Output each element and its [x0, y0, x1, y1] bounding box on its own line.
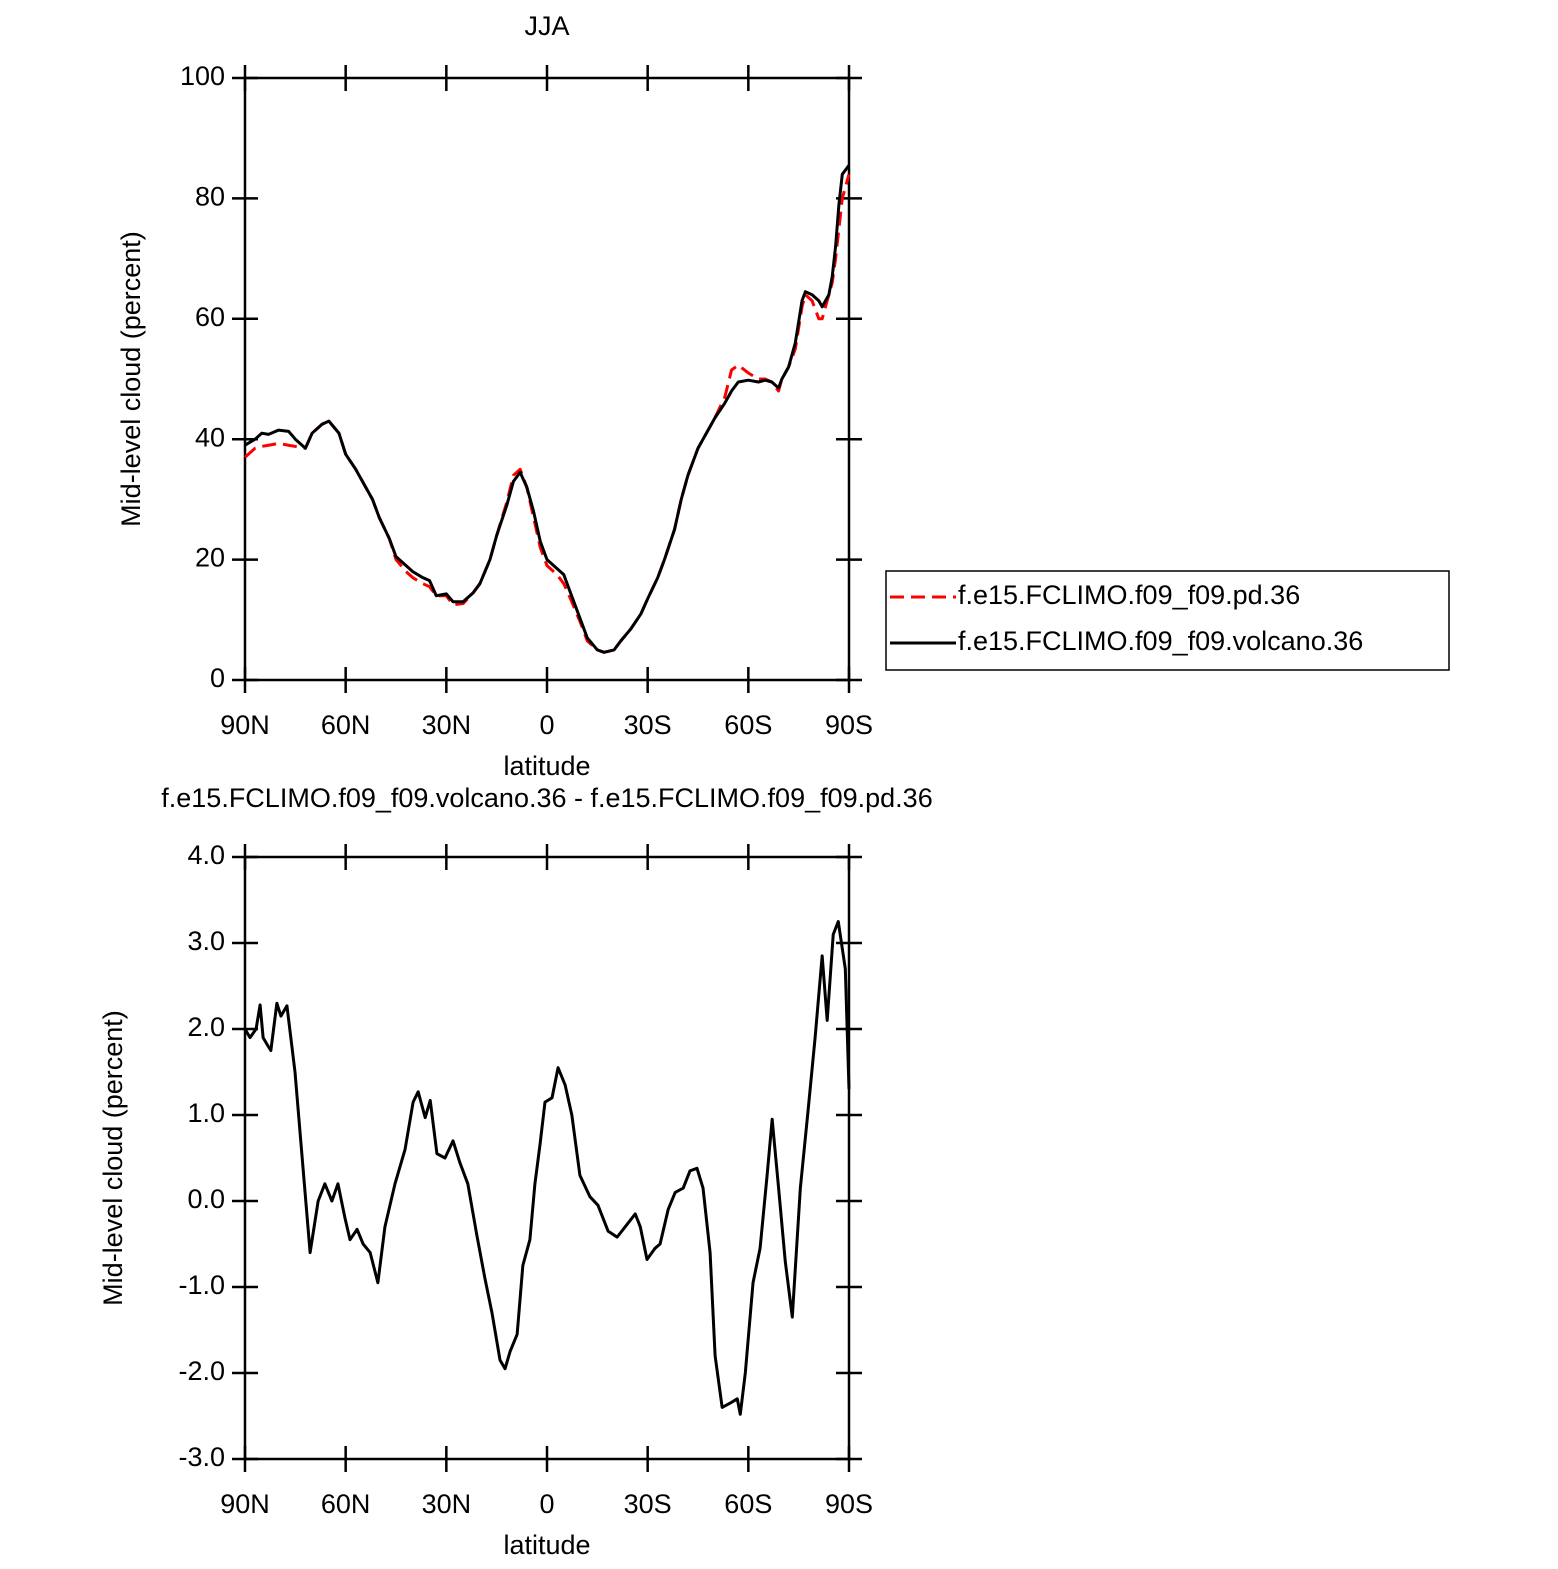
- y-tick-label: 2.0: [187, 1012, 225, 1042]
- x-tick-label: 90N: [220, 710, 270, 740]
- x-tick-label: 90S: [825, 710, 873, 740]
- x-tick-label: 90N: [220, 1489, 270, 1519]
- x-tick-label: 60S: [724, 1489, 772, 1519]
- y-tick-label: 3.0: [187, 926, 225, 956]
- x-tick-label: 60N: [321, 1489, 371, 1519]
- data-line: [243, 920, 851, 1416]
- y-tick-label: 1.0: [187, 1098, 225, 1128]
- y-tick-label: 60: [195, 302, 225, 332]
- x-tick-label: 30N: [422, 710, 472, 740]
- x-axis-label: latitude: [503, 751, 590, 781]
- y-axis-label: Mid-level cloud (percent): [116, 231, 146, 527]
- data-line: [244, 164, 851, 654]
- plot-frame: [243, 855, 851, 1461]
- y-tick-label: -2.0: [178, 1356, 225, 1386]
- x-tick-label: 60N: [321, 710, 371, 740]
- y-tick-label: -3.0: [178, 1442, 225, 1472]
- y-tick-label: -1.0: [178, 1270, 225, 1300]
- y-tick-label: 100: [180, 61, 225, 91]
- legend-box: [885, 570, 1450, 671]
- x-tick-label: 30S: [624, 1489, 672, 1519]
- x-tick-label: 30N: [422, 1489, 472, 1519]
- y-axis-label: Mid-level cloud (percent): [98, 1010, 128, 1306]
- y-tick-label: 40: [195, 422, 225, 452]
- y-tick-label: 0: [210, 663, 225, 693]
- y-tick-label: 20: [195, 543, 225, 573]
- legend: f.e15.FCLIMO.f09_f09.pd.36 f.e15.FCLIMO.f…: [885, 570, 1450, 671]
- x-tick-label: 90S: [825, 1489, 873, 1519]
- y-tick-label: 80: [195, 182, 225, 212]
- x-axis-label: latitude: [503, 1530, 590, 1560]
- x-tick-label: 60S: [724, 710, 772, 740]
- x-tick-label: 30S: [624, 710, 672, 740]
- plot-frame: [243, 76, 851, 682]
- legend-label: f.e15.FCLIMO.f09_f09.pd.36: [958, 580, 1300, 610]
- y-tick-label: 4.0: [187, 840, 225, 870]
- chart-title: JJA: [524, 11, 569, 41]
- y-tick-label: 0.0: [187, 1184, 225, 1214]
- chart-title: f.e15.FCLIMO.f09_f09.volcano.36 - f.e15.…: [161, 783, 932, 813]
- legend-label: f.e15.FCLIMO.f09_f09.volcano.36: [958, 626, 1363, 656]
- x-tick-label: 0: [539, 1489, 554, 1519]
- x-tick-label: 0: [539, 710, 554, 740]
- data-line: [243, 173, 851, 654]
